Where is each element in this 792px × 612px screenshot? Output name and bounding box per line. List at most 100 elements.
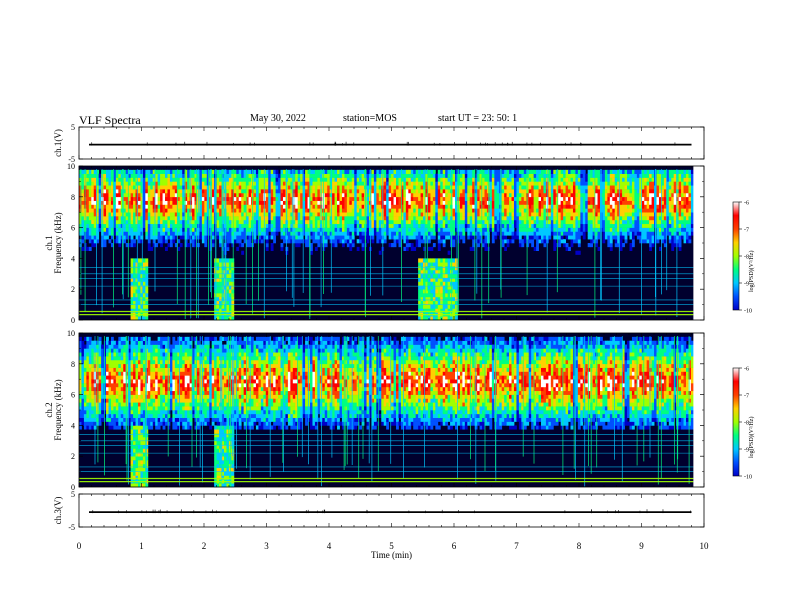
- spectral-cell: [627, 177, 630, 182]
- spectral-cell: [425, 304, 429, 309]
- spectral-cell: [270, 208, 274, 213]
- spectral-cell: [314, 173, 318, 178]
- spectral-cell: [523, 181, 527, 186]
- date-label: May 30, 2022: [250, 113, 306, 124]
- spectral-cell: [359, 212, 363, 217]
- spectral-cell: [337, 192, 340, 198]
- spectral-cell: [580, 223, 584, 228]
- spectral-cell: [359, 231, 363, 236]
- spectral-cell: [602, 169, 606, 174]
- spectral-cell: [420, 308, 424, 313]
- spectral-cell: [204, 204, 208, 209]
- spectral-cell: [464, 216, 468, 221]
- spectral-cell: [258, 204, 262, 209]
- spectral-cell: [157, 227, 161, 232]
- spectral-cell: [457, 185, 461, 190]
- spectral-cell: [216, 293, 220, 298]
- spectral-cell: [531, 208, 535, 213]
- spectral-cell: [228, 173, 232, 178]
- spectral-cell: [467, 173, 471, 178]
- spectral-cell: [137, 277, 141, 282]
- spectral-cell: [287, 235, 291, 240]
- spectral-cell: [101, 200, 104, 205]
- spectral-cell: [435, 219, 439, 225]
- spectral-cell: [627, 219, 630, 225]
- spectral-cell: [371, 192, 375, 198]
- spectral-cell: [506, 181, 510, 186]
- spectral-cell: [445, 269, 449, 275]
- spectral-cell: [337, 204, 340, 209]
- spectral-cell: [420, 296, 424, 302]
- spectral-cell: [506, 192, 510, 198]
- spectral-cell: [506, 219, 510, 225]
- spectral-cell: [526, 196, 530, 201]
- spectral-cell: [467, 177, 471, 182]
- spectral-cell: [145, 277, 149, 282]
- spectral-cell: [307, 219, 311, 225]
- spectral-cell: [192, 216, 195, 221]
- spectral-cell: [558, 227, 562, 232]
- spectral-cell: [137, 173, 141, 178]
- spectral-cell: [103, 192, 107, 198]
- spectral-cell: [172, 169, 176, 174]
- spectral-cell: [228, 304, 232, 309]
- spectral-cell: [140, 219, 144, 225]
- spectral-cell: [147, 204, 151, 209]
- spectral-cell: [103, 189, 107, 194]
- spectral-cell: [457, 208, 461, 213]
- spectral-cell: [366, 216, 370, 221]
- spectral-cell: [432, 235, 436, 240]
- spectral-cell: [246, 185, 249, 190]
- spectral-cell: [420, 173, 424, 178]
- spectral-cell: [617, 216, 621, 221]
- spectral-cell: [307, 208, 311, 213]
- spectral-cell: [268, 177, 272, 182]
- spectral-cell: [398, 189, 402, 194]
- spectral-cell: [354, 196, 358, 201]
- spectral-cell: [427, 308, 431, 313]
- spectral-cell: [174, 216, 178, 221]
- spectral-cell: [587, 177, 591, 182]
- spectral-cell: [297, 189, 301, 194]
- spectral-cell: [595, 173, 598, 178]
- spectral-cell: [273, 173, 276, 178]
- spectral-cell: [587, 200, 591, 205]
- spectral-cell: [231, 277, 235, 282]
- spectral-cell: [108, 212, 112, 217]
- spectral-cell: [201, 231, 205, 236]
- spectral-cell: [91, 219, 95, 225]
- spectral-cell: [467, 196, 471, 201]
- spectral-cell: [631, 189, 635, 194]
- spectral-cell: [238, 216, 242, 221]
- spectral-cell: [332, 200, 335, 205]
- spectral-cell: [287, 216, 291, 221]
- spectral-cell: [356, 173, 360, 178]
- spectral-cell: [275, 231, 279, 236]
- spectral-cell: [565, 243, 569, 248]
- spectral-cell: [248, 219, 252, 225]
- spectral-cell: [86, 177, 90, 182]
- spectral-cell: [386, 196, 390, 201]
- spectral-cell: [388, 189, 392, 194]
- spectral-cell: [607, 227, 611, 232]
- spectral-cell: [150, 200, 154, 205]
- spectral-cell: [511, 185, 515, 190]
- spectral-cell: [452, 293, 456, 298]
- spectral-cell: [553, 208, 557, 213]
- spectral-cell: [563, 227, 566, 232]
- spectral-cell: [619, 192, 623, 198]
- spectral-cell: [226, 169, 230, 174]
- spectral-cell: [440, 181, 444, 186]
- spectral-cell: [563, 200, 566, 205]
- spectral-cell: [477, 235, 480, 240]
- spectral-cell: [182, 177, 186, 182]
- spectral-cell: [167, 231, 171, 236]
- spectral-cell: [430, 212, 434, 217]
- spectral-cell: [106, 212, 109, 217]
- spectral-cell: [523, 173, 527, 178]
- spectral-cell: [228, 273, 232, 278]
- spectral-cell: [418, 196, 421, 201]
- spectral-cell: [145, 169, 149, 174]
- spectral-cell: [459, 181, 463, 186]
- spectral-cell: [253, 185, 257, 190]
